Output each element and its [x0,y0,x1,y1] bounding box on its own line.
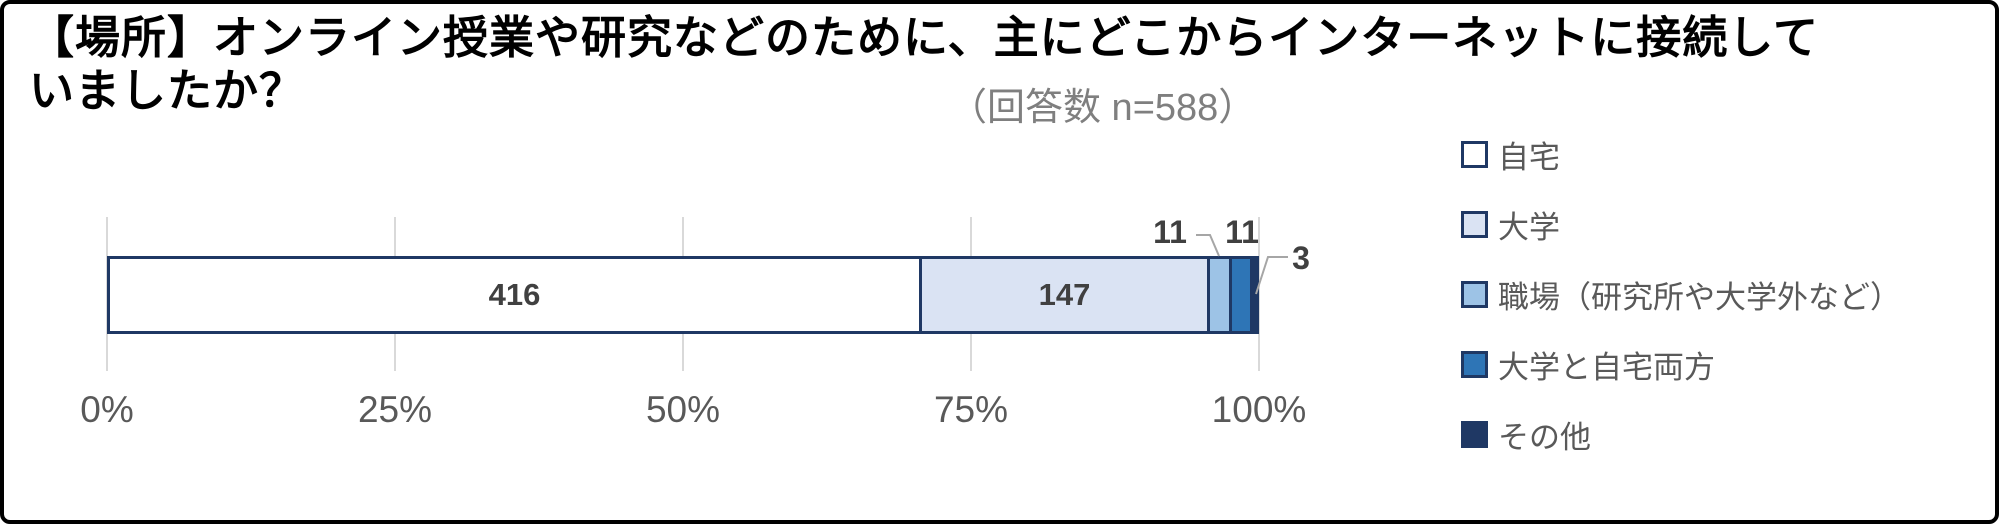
x-tick-25: 25% [357,389,433,430]
legend-item-workplace: 職場（研究所や大学外など） [1461,278,1901,315]
bar-segment-university: 147 [922,256,1211,334]
legend-item-other: その他 [1461,418,1901,455]
data-label-home: 416 [488,277,541,312]
legend-swatch-both-icon [1461,350,1488,378]
bar-segment-other [1253,256,1259,334]
chart-title: 【場所】オンライン授業や研究などのために、主にどこからインターネットに接続して … [29,12,1819,116]
legend-label-other: その他 [1498,419,1591,455]
legend-swatch-university-icon [1461,210,1488,238]
data-label-other: 3 [1292,240,1310,276]
x-tick-50: 50% [645,389,721,430]
x-tick-100: 100% [1211,389,1307,430]
data-label-university: 147 [1038,277,1091,312]
legend-item-both: 大学と自宅両方 [1461,348,1901,385]
leader-line-other [1255,256,1288,295]
legend: 自宅 大学 職場（研究所や大学外など） 大学と自宅両方 その他 [1461,138,1901,488]
bar-segment-home: 416 [107,256,923,334]
x-tick-0: 0% [80,389,134,430]
bar-segment-both [1231,256,1254,334]
legend-label-university: 大学 [1498,209,1560,245]
legend-item-university: 大学 [1461,208,1901,245]
legend-swatch-workplace-icon [1461,280,1488,308]
legend-label-workplace: 職場（研究所や大学外など） [1498,279,1901,315]
stacked-bar: 416 147 [107,256,1259,334]
legend-swatch-home-icon [1461,140,1488,168]
data-label-workplace: 11 [1153,214,1187,250]
data-label-both: 11 [1225,214,1259,250]
response-count: （回答数 n=588） [949,87,1257,129]
plot-area: 416 147 [106,217,1260,371]
legend-label-home: 自宅 [1498,139,1560,175]
x-tick-75: 75% [933,389,1009,430]
legend-swatch-other-icon [1461,420,1488,448]
bar-segment-workplace [1210,256,1232,334]
legend-label-both: 大学と自宅両方 [1498,349,1715,385]
x-axis: 0% 25% 50% 75% 100% [80,389,1306,444]
legend-item-home: 自宅 [1461,138,1901,175]
